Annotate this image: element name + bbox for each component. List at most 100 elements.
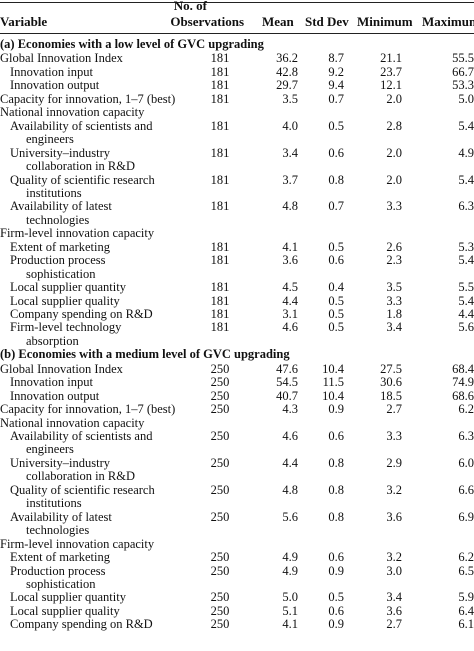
row-label-continued: sophistication (26, 266, 96, 281)
maximum-cell: 5.0 (458, 91, 474, 106)
group-label: Firm-level innovation capacity (0, 226, 155, 241)
row-label: Local supplier quality (10, 603, 120, 618)
mean-cell: 4.3 (282, 402, 298, 417)
maximum-cell: 66.7 (452, 64, 474, 79)
row-label: Local supplier quantity (10, 280, 126, 295)
table-row: Local supplier quality 250 5.1 0.6 3.6 6.4 (0, 603, 474, 618)
maximum-cell: 6.6 (458, 482, 474, 497)
row-label: Firm-level technology (10, 320, 122, 335)
std-dev-cell: 9.4 (328, 78, 344, 93)
row-label: Production process (10, 563, 106, 578)
std-dev-cell: 0.8 (328, 455, 344, 470)
row-label: Availability of scientists and (10, 429, 153, 444)
observations-cell: 181 (210, 91, 230, 106)
mean-cell: 4.8 (282, 199, 298, 214)
maximum-cell: 4.9 (458, 145, 474, 160)
maximum-cell: 68.4 (452, 361, 474, 376)
table-row: Innovation input 250 54.5 11.5 30.6 74.9 (0, 375, 474, 390)
minimum-cell: 3.5 (386, 280, 402, 295)
maximum-cell: 6.3 (458, 199, 474, 214)
observations-cell: 181 (210, 118, 230, 133)
maximum-cell: 5.4 (458, 293, 474, 308)
table-row: Innovation output 181 29.7 9.4 12.1 53.3 (0, 78, 474, 93)
maximum-cell: 5.5 (458, 280, 474, 295)
row-label-continued: institutions (26, 496, 82, 511)
std-dev-cell: 0.8 (328, 509, 344, 524)
maximum-cell: 6.4 (458, 603, 474, 618)
observations-cell: 250 (210, 617, 230, 632)
mean-cell: 4.9 (282, 563, 298, 578)
row-label-continued: collaboration in R&D (26, 159, 136, 174)
table-row: Innovation input 181 42.8 9.2 23.7 66.7 (0, 64, 474, 79)
section-label: (b) Economies with a medium level of GVC… (0, 347, 290, 362)
header-std-dev: Std Dev (305, 14, 349, 29)
row-label: Extent of marketing (10, 239, 110, 254)
mean-cell: 3.1 (282, 307, 298, 321)
mean-cell: 54.5 (276, 375, 298, 390)
row-label: Availability of latest (10, 199, 112, 214)
std-dev-cell: 0.8 (328, 482, 344, 497)
table-row: Local supplier quality 181 4.4 0.5 3.3 5.4 (0, 293, 474, 308)
row-label: University–industry (10, 145, 110, 160)
table-row: Production process sophistication 181 3.6 0.… (0, 253, 474, 280)
table-row: Quality of scientific research institutio… (0, 483, 474, 510)
mean-cell: 3.5 (282, 91, 298, 106)
minimum-cell: 3.3 (386, 293, 402, 308)
minimum-cell: 2.8 (386, 118, 402, 133)
std-dev-cell: 11.5 (322, 375, 344, 390)
row-label: Company spending on R&D (10, 617, 153, 632)
std-dev-cell: 0.7 (328, 91, 344, 106)
row-label: Extent of marketing (10, 550, 110, 565)
maximum-cell: 74.9 (452, 375, 474, 390)
table-row: University–industry collaboration in R&D 1… (0, 146, 474, 173)
maximum-cell: 6.2 (458, 550, 474, 565)
row-label: Production process (10, 253, 106, 268)
observations-cell: 250 (210, 429, 230, 444)
std-dev-cell: 10.4 (322, 361, 344, 376)
row-label-continued: engineers (26, 132, 74, 147)
mean-cell: 3.7 (282, 172, 298, 187)
row-label: Local supplier quality (10, 293, 120, 308)
table-row: Global Innovation Index 181 36.2 8.7 21.1 55.… (0, 51, 474, 66)
maximum-cell: 5.4 (458, 172, 474, 187)
mean-cell: 4.4 (282, 455, 298, 470)
section-label: (a) Economies with a low level of GVC up… (0, 37, 264, 51)
group-label: Firm-level innovation capacity (0, 536, 155, 551)
row-label-continued: institutions (26, 185, 82, 200)
observations-cell: 181 (210, 145, 230, 160)
table-row: Availability of latest technologies 181 4.8… (0, 199, 474, 226)
minimum-cell: 2.7 (386, 617, 402, 632)
mean-cell: 4.0 (282, 118, 298, 133)
observations-cell: 250 (210, 563, 230, 578)
table-row: Extent of marketing 181 4.1 0.5 2.6 5.3 (0, 239, 474, 254)
mean-cell: 47.6 (276, 361, 298, 376)
row-label: Capacity for innovation, 1–7 (best) (0, 402, 176, 417)
table-row: Extent of marketing 250 4.9 0.6 3.2 6.2 (0, 550, 474, 565)
maximum-cell: 5.6 (458, 320, 474, 335)
mean-cell: 3.6 (282, 253, 298, 268)
minimum-cell: 3.4 (386, 320, 402, 335)
minimum-cell: 3.6 (386, 603, 402, 618)
mean-cell: 4.9 (282, 550, 298, 565)
mean-cell: 4.1 (282, 239, 298, 254)
maximum-cell: 53.3 (452, 78, 474, 93)
header-mean: Mean (262, 14, 294, 29)
mean-cell: 4.4 (282, 293, 298, 308)
mean-cell: 4.1 (282, 617, 298, 632)
row-label: Innovation output (10, 78, 100, 93)
mean-cell: 4.8 (282, 482, 298, 497)
minimum-cell: 12.1 (380, 78, 402, 93)
minimum-cell: 1.8 (386, 307, 402, 321)
observations-cell: 181 (210, 307, 230, 321)
mean-cell: 5.6 (282, 509, 298, 524)
row-label: Global Innovation Index (0, 51, 123, 66)
mean-cell: 40.7 (276, 388, 298, 403)
mean-cell: 42.8 (276, 64, 298, 79)
row-label: University–industry (10, 455, 110, 470)
minimum-cell: 2.0 (386, 145, 402, 160)
maximum-cell: 5.4 (458, 118, 474, 133)
std-dev-cell: 0.8 (328, 172, 344, 187)
maximum-cell: 6.3 (458, 429, 474, 444)
observations-cell: 181 (210, 320, 230, 335)
